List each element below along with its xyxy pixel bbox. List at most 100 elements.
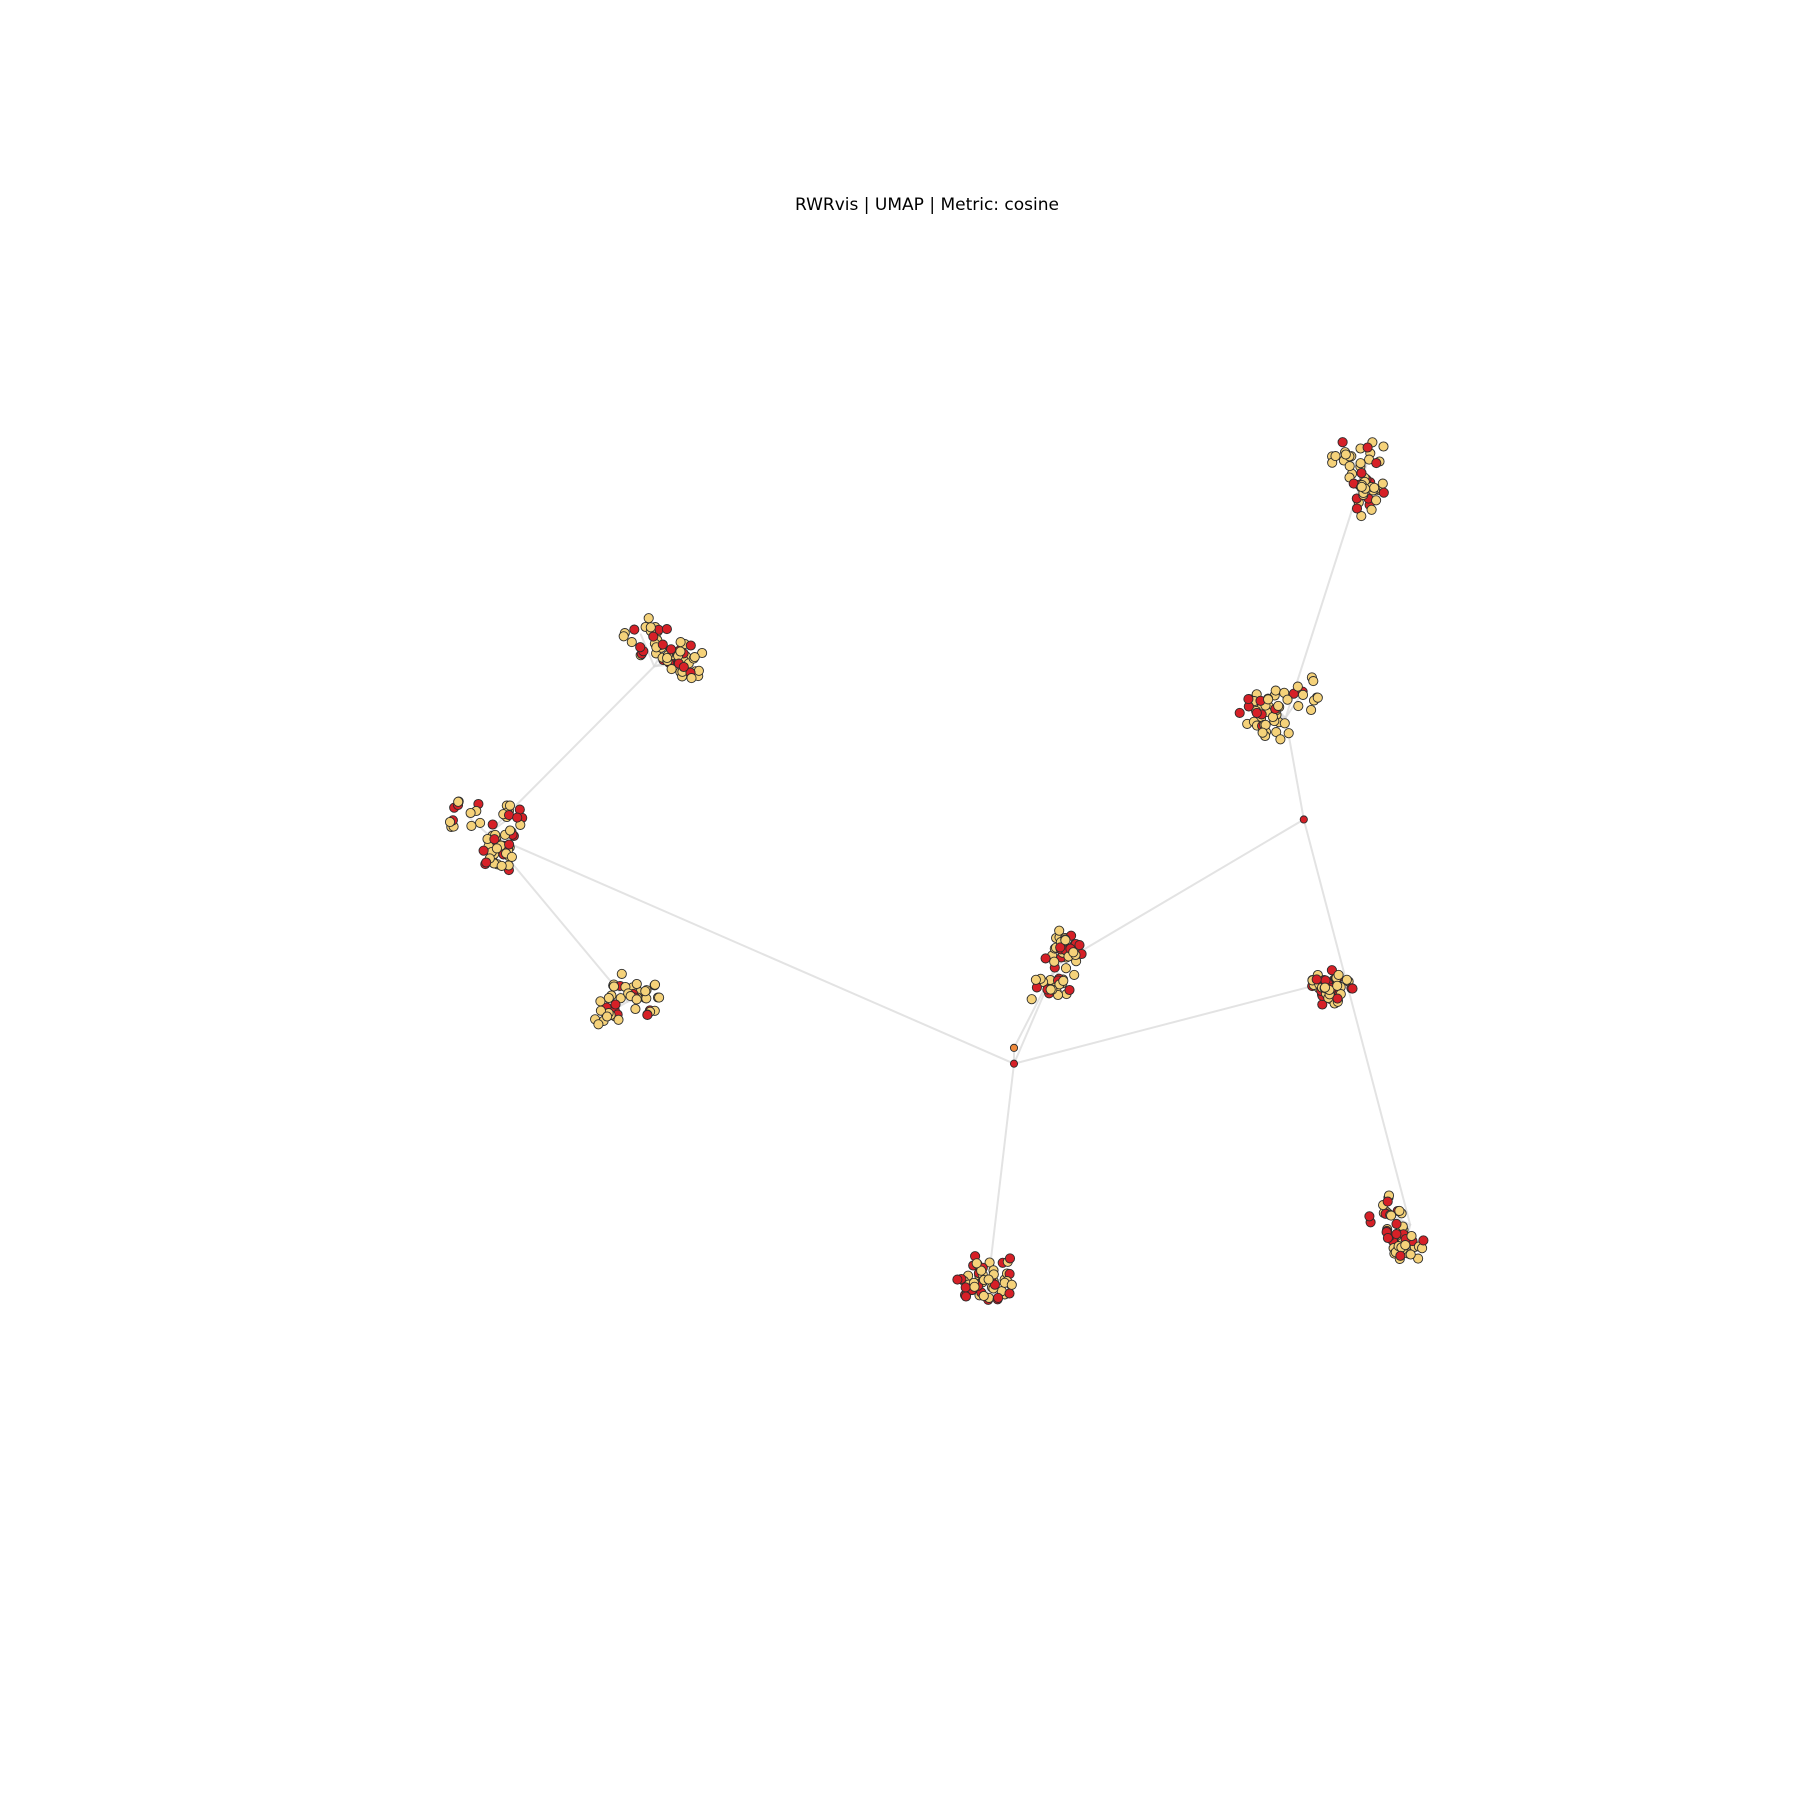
- node-yellow: [643, 613, 654, 624]
- node-red: [1356, 467, 1367, 479]
- node-red: [1311, 974, 1322, 985]
- node-yellow: [1283, 728, 1294, 739]
- node-yellow: [1312, 692, 1323, 703]
- node-red: [1337, 437, 1348, 448]
- hub-node: [1299, 815, 1308, 824]
- node-red: [1391, 1229, 1402, 1240]
- node-yellow: [1054, 925, 1065, 936]
- hub-node: [1009, 1043, 1019, 1052]
- node-red: [1364, 1211, 1375, 1222]
- node-red: [504, 839, 515, 850]
- node-red: [1055, 942, 1066, 953]
- node-yellow: [1058, 975, 1069, 986]
- node-yellow: [978, 1290, 989, 1302]
- node-yellow: [631, 978, 642, 990]
- node-yellow: [1371, 495, 1382, 506]
- node-yellow: [466, 820, 477, 831]
- node-yellow: [595, 996, 606, 1007]
- hub-node: [1009, 1059, 1019, 1068]
- node-yellow: [1060, 963, 1072, 974]
- node-red: [666, 644, 677, 655]
- node-yellow: [686, 673, 697, 684]
- node-yellow: [465, 807, 476, 819]
- network-edge: [486, 665, 656, 835]
- node-yellow: [453, 796, 464, 807]
- node-yellow: [976, 1265, 987, 1276]
- node-yellow: [1332, 980, 1343, 991]
- node-yellow: [983, 1274, 994, 1285]
- node-yellow: [1069, 969, 1080, 980]
- node-red: [1243, 694, 1254, 705]
- node-yellow: [1378, 441, 1389, 452]
- node-red: [1351, 503, 1363, 514]
- node-red: [1378, 487, 1389, 498]
- node-red: [952, 1274, 963, 1285]
- node-yellow: [1356, 511, 1367, 522]
- node-red: [1362, 442, 1373, 453]
- node-yellow: [675, 637, 686, 648]
- node-yellow: [969, 1281, 980, 1292]
- node-red: [657, 639, 668, 650]
- network-edge: [486, 833, 1015, 1065]
- node-yellow: [1308, 676, 1319, 687]
- node-red: [1251, 707, 1262, 718]
- node-yellow: [1297, 689, 1309, 700]
- node-yellow: [1333, 969, 1344, 980]
- node-red: [993, 1292, 1004, 1303]
- node-red: [678, 661, 689, 673]
- node-yellow: [1355, 458, 1366, 469]
- node-yellow: [675, 646, 686, 657]
- node-yellow: [618, 631, 629, 642]
- node-yellow: [654, 992, 665, 1003]
- node-yellow: [1273, 700, 1284, 711]
- node-yellow: [1377, 478, 1388, 489]
- node-yellow: [506, 851, 517, 862]
- node-red: [1004, 1288, 1015, 1299]
- node-yellow: [645, 622, 656, 633]
- node-red: [960, 1282, 971, 1293]
- node-yellow: [971, 1258, 982, 1269]
- node-yellow: [491, 843, 502, 854]
- network-edge: [1013, 984, 1315, 1065]
- node-yellow: [1330, 451, 1341, 462]
- node-red: [960, 1291, 972, 1302]
- node-red: [610, 999, 621, 1010]
- node-yellow: [1060, 935, 1071, 946]
- node-yellow: [630, 1003, 641, 1015]
- node-yellow: [504, 800, 516, 811]
- node-yellow: [595, 1005, 606, 1016]
- node-yellow: [608, 981, 620, 992]
- node-yellow: [505, 825, 516, 836]
- node-yellow: [1045, 984, 1056, 995]
- node-yellow: [593, 1019, 604, 1030]
- node-yellow: [1263, 694, 1274, 705]
- node-yellow: [1356, 481, 1367, 492]
- node-red: [1391, 1218, 1402, 1229]
- node-yellow: [496, 860, 507, 871]
- network-edge: [1284, 471, 1365, 719]
- node-red: [487, 819, 498, 830]
- node-red: [512, 812, 523, 823]
- node-yellow: [1030, 974, 1041, 985]
- node-yellow: [602, 1011, 613, 1022]
- node-yellow: [1293, 701, 1304, 712]
- node-yellow: [666, 664, 677, 675]
- node-red: [1332, 993, 1343, 1004]
- node-red: [629, 624, 640, 635]
- node-red: [648, 631, 659, 642]
- node-yellow: [640, 986, 651, 997]
- node-red: [1064, 984, 1075, 996]
- node-red: [1382, 1196, 1393, 1207]
- node-red: [1395, 1250, 1406, 1261]
- node-red: [1040, 953, 1051, 964]
- node-yellow: [1006, 1279, 1017, 1290]
- network-edge: [1302, 818, 1412, 1226]
- node-yellow: [1270, 685, 1281, 696]
- node-yellow: [1344, 461, 1355, 472]
- node-yellow: [1282, 694, 1293, 705]
- node-red: [1234, 707, 1245, 718]
- node-red: [1371, 458, 1382, 469]
- node-yellow: [1275, 734, 1286, 745]
- node-yellow: [1306, 704, 1317, 716]
- node-yellow: [1257, 727, 1268, 738]
